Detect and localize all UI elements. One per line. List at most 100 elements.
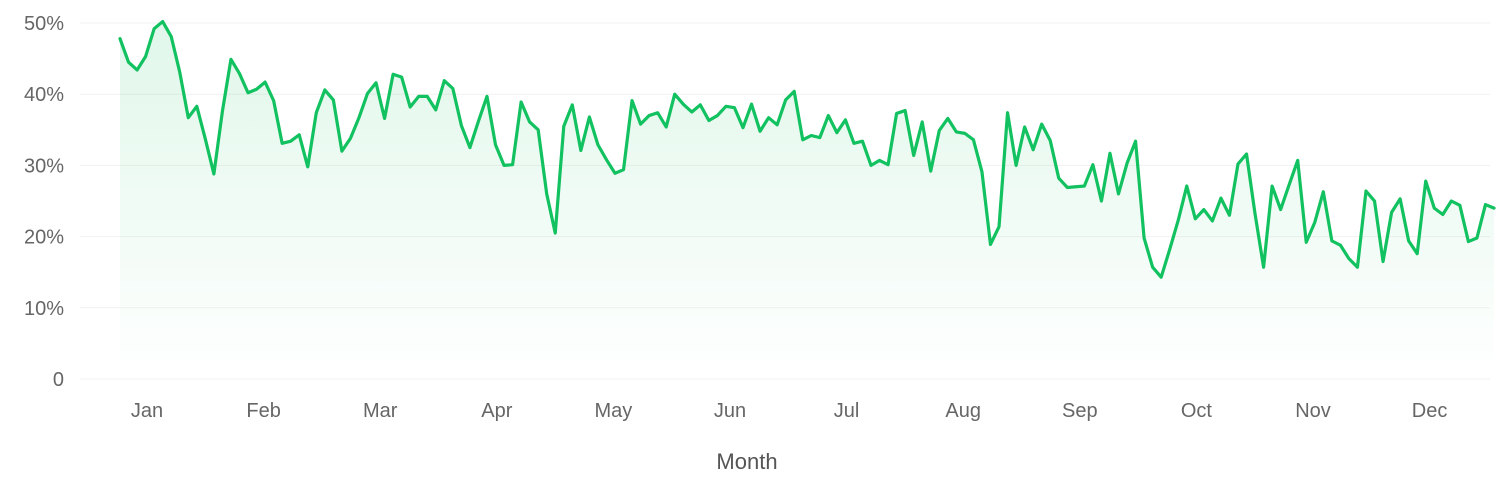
data-point [460,124,462,127]
data-point [1271,185,1273,187]
data-point [972,139,975,141]
data-point [435,109,437,111]
data-point [955,131,957,133]
data-point [716,114,718,117]
data-point [1092,164,1094,166]
data-point [1262,266,1265,268]
data-point [1220,197,1222,199]
data-point [443,80,445,82]
y-tick-label: 50% [24,13,64,35]
x-tick-label: Aug [945,400,981,422]
data-point [580,149,582,152]
x-tick-label: Jan [131,400,163,422]
data-point [358,117,360,119]
data-point [1322,191,1324,193]
data-point [639,123,642,125]
data-point [981,171,983,173]
data-point [1177,219,1179,221]
data-point [896,112,898,115]
data-point [1160,276,1162,278]
data-point [768,117,770,119]
data-point [529,121,531,123]
data-point [1134,140,1137,142]
data-point [699,104,701,106]
data-point [136,69,138,71]
data-point [597,144,599,146]
data-point [930,170,932,172]
data-point [631,100,633,102]
x-tick-label: Nov [1295,400,1331,422]
x-tick-label: Oct [1181,400,1213,422]
data-point [1109,152,1111,154]
data-point [349,137,352,139]
data-point [648,114,650,117]
data-point [511,164,514,166]
data-point [1024,126,1026,128]
data-point [1126,162,1128,164]
data-point [264,81,266,83]
data-point [230,58,232,60]
data-points [119,20,1495,278]
data-point [571,104,573,106]
data-point [1194,218,1196,220]
data-point [870,164,872,166]
data-point [221,110,224,112]
data-point [503,164,505,166]
data-point [1066,186,1068,189]
data-point [452,87,454,90]
data-point [375,82,377,84]
data-point [844,119,847,121]
data-point [691,111,693,113]
data-point [1297,159,1299,162]
data-point [119,38,121,40]
data-point [409,106,411,108]
data-point [1058,177,1060,179]
data-point [179,71,181,73]
data-point [1032,149,1034,151]
data-point [733,107,736,109]
data-point [1339,244,1341,246]
data-point [1425,180,1427,182]
data-point [307,166,309,168]
data-point [1117,193,1120,195]
data-point [255,88,258,90]
data-point [1254,213,1256,215]
data-point [127,61,130,63]
y-tick-label: 10% [24,298,64,320]
data-point [204,138,206,140]
data-point [1442,213,1444,216]
data-point [1433,207,1435,209]
x-tick-label: Jun [714,400,746,422]
data-point [964,132,966,134]
data-point [1356,266,1359,268]
data-point [1083,185,1085,187]
x-axis-tick-labels: Jan Feb Mar Apr May Jun Jul Aug Sep Oct Nov Dec [131,400,1448,422]
data-point [947,117,949,120]
y-tick-label: 30% [24,155,64,177]
data-point [213,173,215,175]
data-point [298,134,300,136]
data-point [1416,253,1418,255]
data-point [196,105,198,107]
data-point [674,93,676,95]
data-point [614,172,616,174]
data-point [750,103,753,105]
y-tick-label: 40% [24,84,64,106]
data-point [1493,207,1495,209]
data-point [153,28,155,30]
data-point [324,89,326,91]
data-point [1211,220,1213,222]
data-point [1041,123,1043,125]
data-point [392,73,394,75]
data-point [1006,112,1009,114]
data-point [622,169,625,171]
data-point [477,120,480,122]
data-point [588,116,590,118]
data-point [827,114,829,117]
y-tick-label: 20% [24,227,64,249]
data-point [418,95,420,97]
x-tick-label: Jul [834,400,860,422]
data-point [776,124,778,126]
data-point [1288,184,1290,186]
data-point [1373,200,1376,202]
